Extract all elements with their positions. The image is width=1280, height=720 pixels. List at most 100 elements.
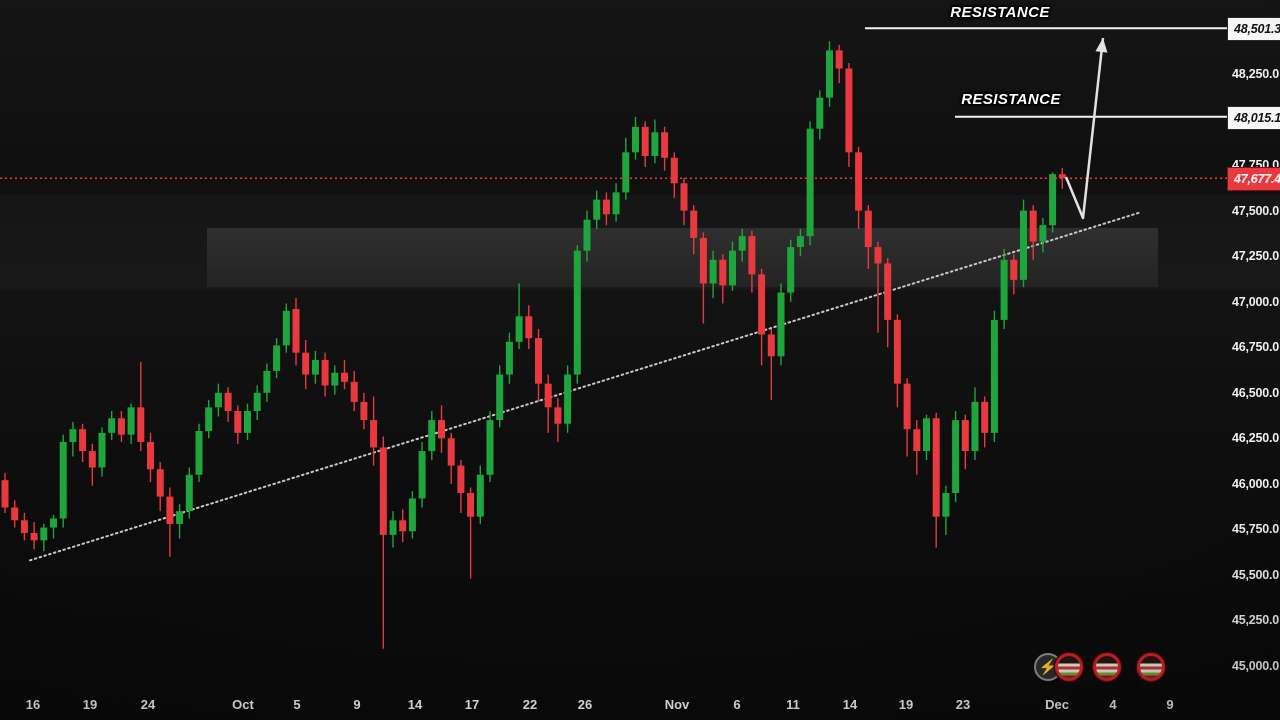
candle	[1010, 254, 1018, 295]
candle	[758, 268, 766, 366]
candle	[913, 420, 921, 475]
candle	[302, 339, 310, 390]
candle	[505, 332, 513, 384]
time-tick: 9	[353, 697, 361, 712]
candle	[428, 410, 436, 461]
candle	[311, 350, 319, 384]
candle	[1049, 172, 1057, 233]
candle	[612, 183, 620, 222]
candle	[399, 509, 407, 543]
candle	[331, 365, 339, 395]
candle	[554, 398, 562, 442]
candle	[1039, 217, 1047, 253]
candle	[893, 314, 901, 408]
time-tick: 22	[522, 697, 538, 712]
candle	[748, 230, 756, 293]
time-tick: 16	[25, 697, 41, 712]
price-tick: 45,250.0	[1232, 613, 1280, 628]
candlestick-series[interactable]	[1, 41, 1066, 649]
candle	[234, 405, 242, 444]
price-tick: 46,750.0	[1232, 340, 1280, 355]
time-tick: Nov	[664, 697, 690, 712]
ascending-trendline[interactable]	[29, 211, 1141, 562]
candle	[641, 121, 649, 167]
candle	[855, 146, 863, 229]
candle	[127, 403, 135, 444]
candle	[1020, 199, 1027, 288]
candle	[602, 192, 610, 226]
time-tick: 4	[1109, 697, 1117, 712]
price-tick: 45,750.0	[1232, 522, 1280, 537]
time-tick: 23	[955, 697, 971, 712]
candle	[835, 44, 843, 84]
candle	[826, 41, 833, 107]
candle	[864, 205, 872, 269]
candle	[990, 310, 998, 442]
candle	[1029, 205, 1037, 260]
candle	[370, 396, 378, 466]
time-axis[interactable]	[0, 690, 1280, 720]
candle	[981, 396, 989, 448]
time-tick: 6	[733, 697, 741, 712]
candle	[360, 392, 368, 430]
candle	[680, 177, 688, 226]
red-badge-icon-2[interactable]	[1093, 653, 1121, 681]
projection-arrow-line[interactable]	[1064, 37, 1105, 220]
candle	[690, 205, 698, 255]
time-tick: Oct	[232, 697, 254, 712]
candle	[544, 374, 552, 433]
price-tick: 46,250.0	[1232, 431, 1280, 446]
time-tick: 24	[140, 697, 156, 712]
price-tick: 47,500.0	[1232, 203, 1280, 218]
candle	[467, 487, 475, 579]
resistance-label-upper[interactable]: RESISTANCE	[950, 4, 1050, 21]
candle	[738, 228, 746, 262]
candle	[622, 137, 630, 200]
time-tick: 11	[786, 697, 800, 712]
candle	[98, 427, 106, 477]
candle	[205, 400, 213, 439]
time-tick: 19	[898, 697, 914, 712]
candle	[438, 405, 445, 453]
candle	[224, 387, 232, 422]
candle	[942, 485, 950, 535]
time-tick: 17	[464, 697, 480, 712]
candle	[699, 232, 707, 324]
candle	[418, 441, 426, 508]
candle	[573, 245, 581, 384]
candle	[108, 410, 116, 441]
candle	[176, 503, 184, 539]
candle	[350, 370, 358, 411]
time-tick: 5	[293, 697, 301, 712]
resistance-label-lower[interactable]: RESISTANCE	[961, 91, 1061, 108]
candle	[447, 432, 455, 484]
candle	[593, 190, 601, 229]
candle	[651, 119, 659, 164]
candle	[496, 365, 504, 428]
candle	[719, 254, 727, 304]
candle	[50, 514, 57, 539]
candle	[903, 378, 911, 457]
candle	[535, 329, 542, 402]
candle	[476, 465, 484, 524]
candle	[253, 385, 261, 421]
candle	[292, 298, 300, 366]
time-tick: 14	[842, 697, 858, 712]
red-badge-icon-3[interactable]	[1137, 653, 1165, 681]
red-badge-icon-1[interactable]	[1055, 653, 1083, 681]
candle	[40, 523, 48, 552]
candle	[379, 436, 387, 649]
candle	[137, 361, 145, 452]
candle	[263, 363, 271, 402]
candle	[321, 352, 329, 397]
price-tick: 46,000.0	[1232, 476, 1280, 491]
resistance-price-label-lower: 48,015.1	[1227, 105, 1280, 130]
candle	[457, 460, 465, 513]
candle	[729, 241, 736, 291]
candle	[166, 487, 174, 557]
candle	[971, 387, 979, 461]
price-tick: 46,500.0	[1232, 385, 1280, 400]
candle	[185, 467, 193, 519]
